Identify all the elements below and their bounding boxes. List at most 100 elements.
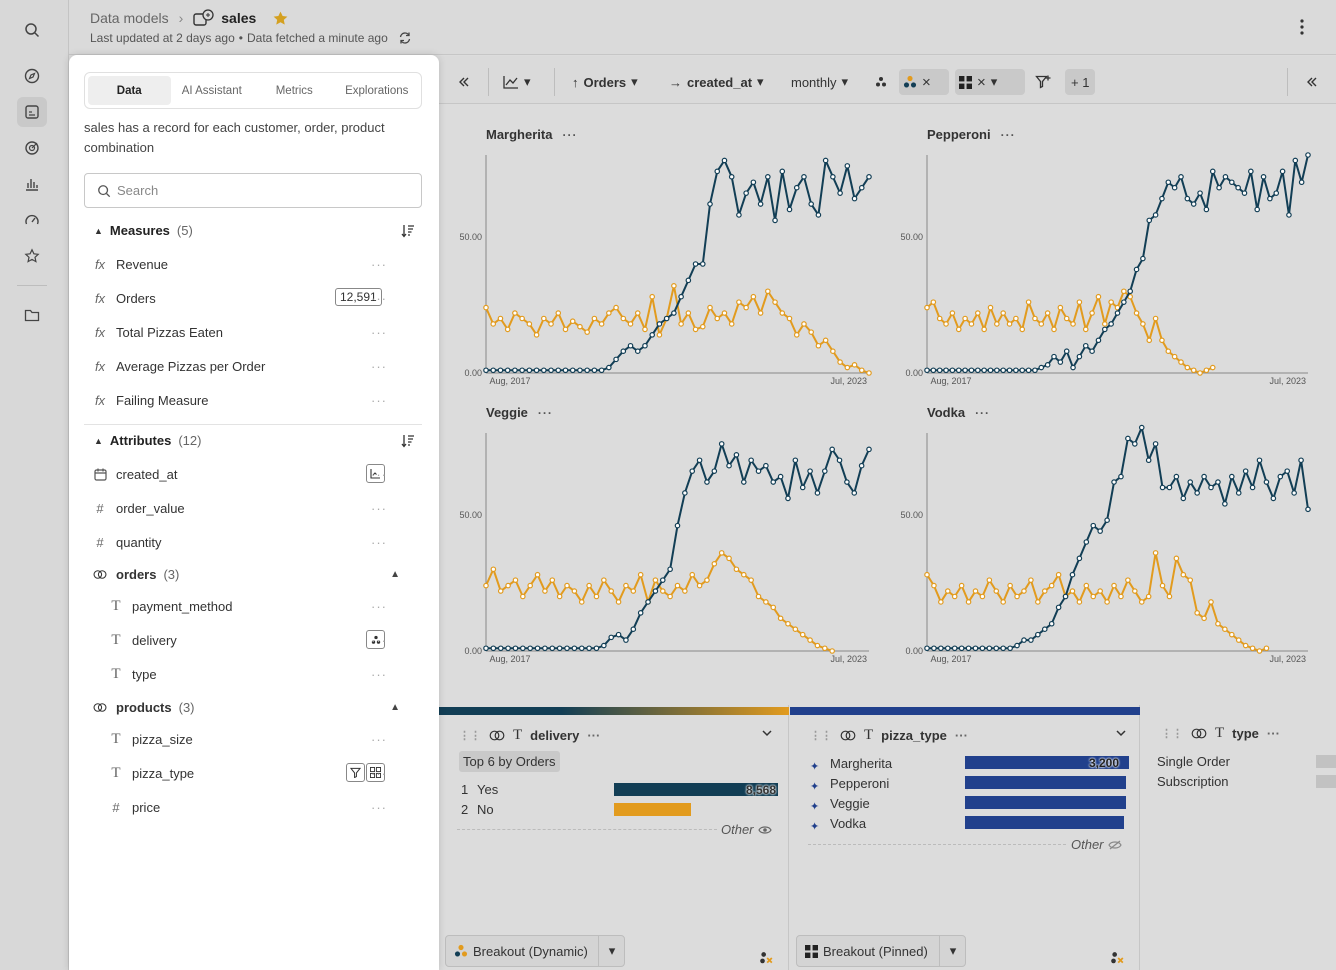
top-n-label[interactable]: Top 6 by Orders xyxy=(459,751,560,772)
collapse-triangle-icon[interactable]: ▲ xyxy=(390,568,401,580)
panel-menu-icon[interactable]: ··· xyxy=(587,728,601,743)
row-label[interactable]: Vodka xyxy=(830,816,867,831)
item-menu-icon[interactable]: ··· xyxy=(371,765,387,781)
row-label[interactable]: No xyxy=(477,802,494,817)
item-menu-icon[interactable]: ··· xyxy=(371,500,387,516)
row-label[interactable]: Veggie xyxy=(830,796,870,811)
refresh-icon[interactable] xyxy=(398,31,412,45)
other-toggle[interactable]: Other xyxy=(721,822,772,837)
tab-metrics[interactable]: Metrics xyxy=(275,84,313,97)
item-menu-icon[interactable]: ··· xyxy=(371,324,387,340)
remove-breakout-icon[interactable] xyxy=(1110,951,1124,965)
item-menu-icon[interactable]: ··· xyxy=(371,666,387,682)
chevron-down-icon[interactable] xyxy=(1115,727,1127,739)
dynamic-breakout-chip[interactable]: × xyxy=(899,69,949,95)
x-axis-icon[interactable] xyxy=(366,464,385,483)
pinned-grid-icon[interactable] xyxy=(366,763,385,782)
row-label[interactable]: Yes xyxy=(477,782,499,797)
drag-handle-icon[interactable]: ⋮⋮ xyxy=(1161,728,1183,740)
item-menu-icon[interactable]: ··· xyxy=(371,466,387,482)
item-menu-icon[interactable]: ··· xyxy=(371,358,387,374)
close-icon[interactable]: × xyxy=(977,73,986,91)
panel-menu-icon[interactable]: ··· xyxy=(1266,726,1280,741)
bar-chart-icon[interactable] xyxy=(17,169,47,199)
chevron-down-icon[interactable]: ▾ xyxy=(939,936,966,966)
measure-item[interactable]: fx Average Pizzas per Order ··· xyxy=(93,356,413,376)
remove-breakout-icon[interactable] xyxy=(759,951,773,965)
measure-item[interactable]: fx Revenue ··· xyxy=(93,254,413,274)
chart-type-dropdown[interactable]: ▾ xyxy=(503,69,531,95)
chart-menu-icon[interactable]: ··· xyxy=(562,127,578,142)
panel-menu-icon[interactable]: ··· xyxy=(954,728,968,743)
breakout-pinned-selector[interactable]: Breakout (Pinned) ▾ xyxy=(796,935,966,967)
search-field[interactable] xyxy=(84,173,422,208)
tab-data[interactable]: Data xyxy=(88,76,171,105)
item-menu-icon[interactable]: ··· xyxy=(371,598,387,614)
favorite-star-icon[interactable] xyxy=(272,10,289,27)
search-input[interactable] xyxy=(117,183,397,198)
attributes-section-header[interactable]: ▲ Attributes (12) xyxy=(94,433,201,448)
granularity-dropdown[interactable]: monthly ▾ xyxy=(791,69,848,95)
item-menu-icon[interactable]: ··· xyxy=(371,256,387,272)
pin-icon[interactable]: ✦ xyxy=(810,761,820,773)
pin-icon[interactable]: ✦ xyxy=(810,821,820,833)
drag-handle-icon[interactable]: ⋮⋮ xyxy=(459,730,481,742)
group-orders[interactable]: orders (3) ▲ xyxy=(93,564,413,584)
row-label[interactable]: Single Order xyxy=(1157,754,1230,769)
item-menu-icon[interactable]: ··· xyxy=(371,731,387,747)
tab-ai-assistant[interactable]: AI Assistant xyxy=(181,84,242,97)
pin-icon[interactable]: ✦ xyxy=(810,781,820,793)
row-label[interactable]: Subscription xyxy=(1157,774,1229,789)
dimension-dropdown[interactable]: → created_at ▾ xyxy=(669,69,764,95)
item-menu-icon[interactable]: ··· xyxy=(371,534,387,550)
sort-icon[interactable] xyxy=(401,434,415,448)
item-menu-icon[interactable]: ··· xyxy=(371,632,387,648)
close-icon[interactable]: × xyxy=(922,73,931,91)
breakout-scatter-icon[interactable] xyxy=(366,630,385,649)
compass-icon[interactable] xyxy=(17,61,47,91)
extra-filters-chip[interactable]: + 1 xyxy=(1065,69,1096,95)
metrics-icon[interactable] xyxy=(17,133,47,163)
measure-item[interactable]: fx Total Pizzas Eaten ··· xyxy=(93,322,413,342)
collapse-right-icon[interactable] xyxy=(1305,69,1319,95)
measure-dropdown[interactable]: ↑ Orders ▾ xyxy=(572,69,638,95)
item-menu-icon[interactable]: ··· xyxy=(371,290,387,306)
measure-item[interactable]: fx Orders 12,591 ··· xyxy=(93,288,413,308)
more-menu-icon[interactable] xyxy=(1294,17,1310,37)
search-icon[interactable] xyxy=(17,15,47,45)
collapse-triangle-icon[interactable]: ▲ xyxy=(390,701,401,713)
item-menu-icon[interactable]: ··· xyxy=(371,392,387,408)
group-products[interactable]: products (3) ▲ xyxy=(93,697,413,717)
row-label[interactable]: Pepperoni xyxy=(830,776,890,791)
chart-menu-icon[interactable]: ··· xyxy=(975,405,991,420)
gauge-icon[interactable] xyxy=(17,205,47,235)
measures-section-header[interactable]: ▲ Measures (5) xyxy=(94,223,193,238)
tab-explorations[interactable]: Explorations xyxy=(345,84,409,97)
add-filter-icon[interactable] xyxy=(1035,69,1051,95)
chart-menu-icon[interactable]: ··· xyxy=(537,405,553,420)
pinned-breakout-chip[interactable]: × ▾ xyxy=(955,69,1025,95)
chart-menu-icon[interactable]: ··· xyxy=(1000,127,1016,142)
filter-icon[interactable] xyxy=(346,763,365,782)
collapse-left-icon[interactable] xyxy=(457,69,471,95)
breakout-dynamic-selector[interactable]: Breakout (Dynamic) ▾ xyxy=(445,935,625,967)
attribute-item[interactable]: created_at ··· xyxy=(93,464,413,484)
chevron-down-icon[interactable]: ▾ xyxy=(598,936,625,966)
attribute-item[interactable]: # price ··· xyxy=(109,797,413,817)
row-label[interactable]: Margherita xyxy=(830,756,893,771)
folder-icon[interactable] xyxy=(17,300,47,330)
attribute-item[interactable]: # order_value ··· xyxy=(93,498,413,518)
scatter-breakout-icon[interactable] xyxy=(875,69,887,95)
data-model-icon[interactable] xyxy=(17,97,47,127)
pin-icon[interactable]: ✦ xyxy=(810,801,820,813)
attribute-item[interactable]: # quantity ··· xyxy=(93,532,413,552)
measure-item[interactable]: fx Failing Measure ··· xyxy=(93,390,413,410)
drag-handle-icon[interactable]: ⋮⋮ xyxy=(810,730,832,742)
item-menu-icon[interactable]: ··· xyxy=(371,799,387,815)
breadcrumb-root[interactable]: Data models xyxy=(90,10,169,26)
